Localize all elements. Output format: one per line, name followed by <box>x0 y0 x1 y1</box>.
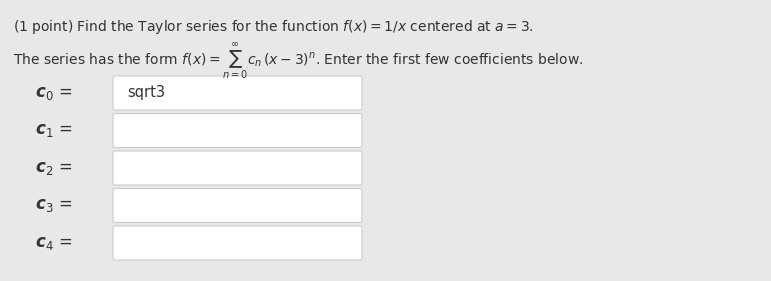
Text: $\boldsymbol{c}_{0}$ =: $\boldsymbol{c}_{0}$ = <box>35 84 72 102</box>
Text: $\boldsymbol{c}_{1}$ =: $\boldsymbol{c}_{1}$ = <box>35 121 72 139</box>
Text: $\boldsymbol{c}_{3}$ =: $\boldsymbol{c}_{3}$ = <box>35 196 72 214</box>
FancyBboxPatch shape <box>113 151 362 185</box>
Text: sqrt3: sqrt3 <box>127 85 165 101</box>
Text: (1 point) Find the Taylor series for the function $f(x) = 1/x$ centered at $a = : (1 point) Find the Taylor series for the… <box>13 18 534 36</box>
Text: The series has the form $f(x) = \sum_{n=0}^{\infty} c_n\,(x - 3)^n$. Enter the f: The series has the form $f(x) = \sum_{n=… <box>13 42 584 81</box>
FancyBboxPatch shape <box>113 76 362 110</box>
Text: $\boldsymbol{c}_{4}$ =: $\boldsymbol{c}_{4}$ = <box>35 234 72 252</box>
FancyBboxPatch shape <box>113 226 362 260</box>
Text: $\boldsymbol{c}_{2}$ =: $\boldsymbol{c}_{2}$ = <box>35 159 72 177</box>
FancyBboxPatch shape <box>113 189 362 223</box>
FancyBboxPatch shape <box>113 114 362 148</box>
